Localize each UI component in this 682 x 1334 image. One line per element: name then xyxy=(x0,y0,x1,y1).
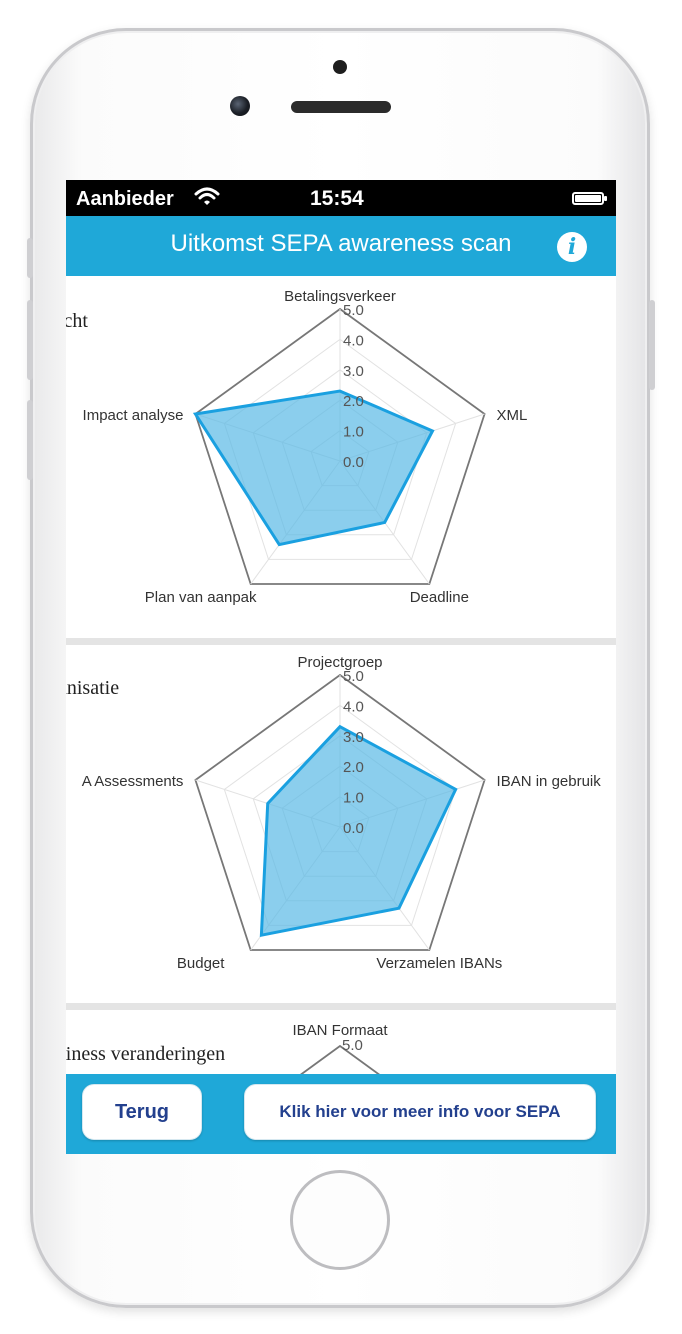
section-divider xyxy=(66,638,616,645)
radar-data-area xyxy=(192,389,435,547)
info-icon[interactable]: i xyxy=(557,232,587,262)
scale-label: 5.0 xyxy=(343,668,364,685)
scale-label: 1.0 xyxy=(343,424,364,441)
scale-label: 2.0 xyxy=(343,759,364,776)
axis-label: Budget xyxy=(177,955,225,972)
axis-label: A Assessments xyxy=(82,773,184,790)
panel-title: siness veranderingen xyxy=(66,1043,226,1065)
back-button[interactable]: Terug xyxy=(82,1084,202,1140)
scale-label: 1.0 xyxy=(343,790,364,807)
scale-label: 0.0 xyxy=(343,454,364,471)
battery-icon xyxy=(572,192,607,205)
scale-label: 2.0 xyxy=(343,393,364,410)
axis-label: Projectgroep xyxy=(297,654,382,671)
mute-switch xyxy=(27,238,33,278)
axis-label: Deadline xyxy=(410,589,469,606)
wifi-icon xyxy=(194,186,220,213)
earpiece-speaker xyxy=(291,101,391,113)
scale-label: 4.0 xyxy=(343,698,364,715)
panel-title: anisatie xyxy=(66,677,120,699)
page-title: Uitkomst SEPA awareness scan xyxy=(170,230,512,257)
axis-label: IBAN Formaat xyxy=(292,1022,388,1039)
axis-label: Betalingsverkeer xyxy=(284,288,396,305)
volume-up-button xyxy=(27,300,33,380)
radar-grid-ring xyxy=(223,704,457,926)
status-bar: Aanbieder 15:54 xyxy=(66,180,616,216)
carrier-label: Aanbieder xyxy=(76,188,174,210)
scale-label: 5.0 xyxy=(342,1037,363,1054)
screen: Aanbieder 15:54 Uitkomst SEPA awareness … xyxy=(66,180,616,1154)
axis-label: Impact analyse xyxy=(83,407,184,424)
more-info-button[interactable]: Klik hier voor meer info voor SEPA xyxy=(244,1084,596,1140)
scale-label: 3.0 xyxy=(343,729,364,746)
axis-label: XML xyxy=(497,407,528,424)
scale-label: 3.0 xyxy=(343,363,364,380)
scale-label: 0.0 xyxy=(343,820,364,837)
bottom-toolbar: Terug Klik hier voor meer info voor SEPA xyxy=(66,1074,616,1154)
home-button[interactable] xyxy=(290,1170,390,1270)
power-button xyxy=(649,300,655,390)
proximity-sensor xyxy=(333,60,347,74)
volume-down-button xyxy=(27,400,33,480)
axis-label: IBAN in gebruik xyxy=(497,773,602,790)
scale-label: 4.0 xyxy=(343,332,364,349)
radar-outline xyxy=(194,673,486,951)
front-camera xyxy=(230,96,250,116)
radar-chart-3: IBAN Formaat 5.0 xyxy=(263,1022,417,1101)
status-time: 15:54 xyxy=(310,187,364,210)
axis-label: Verzamelen IBANs xyxy=(376,955,502,972)
navigation-bar: Uitkomst SEPA awareness scan i xyxy=(66,216,616,276)
axis-label: Plan van aanpak xyxy=(145,589,257,606)
radar-data-area xyxy=(259,724,458,938)
radar-outline xyxy=(194,307,486,585)
section-divider xyxy=(66,1003,616,1010)
scale-label: 5.0 xyxy=(343,302,364,319)
